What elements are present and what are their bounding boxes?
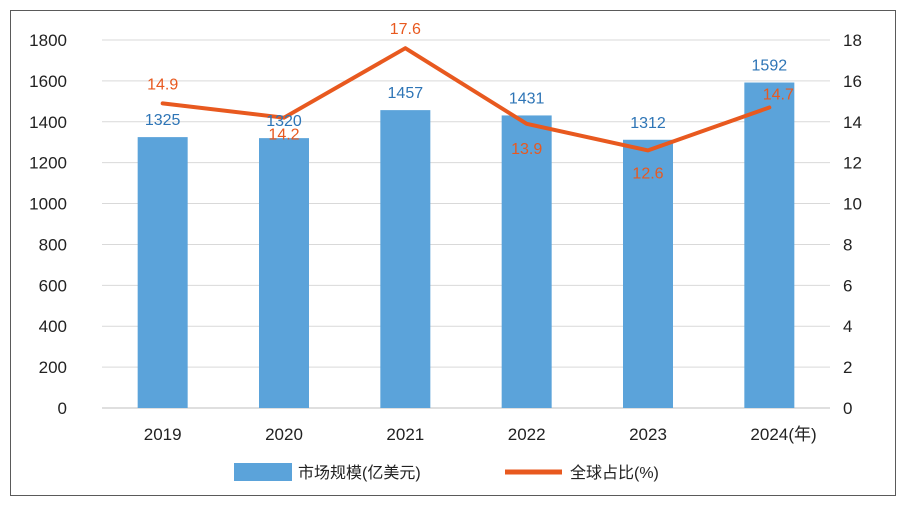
bar-data-label: 1457 [388, 85, 424, 102]
legend-label-line: 全球占比(%) [570, 464, 659, 482]
y-left-tick-label: 600 [39, 276, 67, 295]
bar [380, 110, 431, 408]
y-left-tick-label: 1200 [29, 154, 67, 173]
y-left-tick-label: 1600 [29, 72, 67, 91]
line-data-label: 13.9 [511, 141, 542, 158]
x-axis-unit: (年) [788, 425, 816, 444]
y-right-tick-label: 14 [843, 113, 862, 132]
bar-data-label: 1431 [509, 90, 545, 107]
bar-data-label: 1592 [752, 58, 788, 75]
line-data-label: 14.2 [268, 127, 299, 144]
line-data-label: 17.6 [390, 21, 421, 38]
bar [259, 138, 309, 408]
y-right-tick-label: 16 [843, 72, 862, 91]
y-left-tick-label: 400 [39, 317, 67, 336]
y-left-tick-label: 1800 [29, 31, 67, 50]
y-left-tick-label: 0 [58, 399, 67, 418]
y-right-tick-label: 12 [843, 154, 862, 173]
x-tick-label: 2019 [144, 425, 182, 444]
y-left-tick-label: 1000 [29, 195, 67, 214]
y-right-tick-label: 4 [843, 317, 852, 336]
y-right-tick-label: 0 [843, 399, 852, 418]
line-data-label: 14.7 [763, 86, 794, 103]
bar-data-label: 1325 [145, 112, 181, 129]
bar [744, 82, 795, 408]
x-tick-label: 2024 [750, 425, 788, 444]
x-tick-label: 2022 [508, 425, 546, 444]
bar-data-label: 1312 [630, 115, 666, 132]
x-tick-label: 2020 [265, 425, 303, 444]
line-data-label: 14.9 [147, 76, 178, 93]
y-right-tick-label: 10 [843, 195, 862, 214]
y-left-tick-label: 200 [39, 358, 67, 377]
legend-label-bars: 市场规模(亿美元) [298, 464, 421, 482]
y-right-tick-label: 18 [843, 31, 862, 50]
bar [501, 115, 552, 408]
bar-data-label: 1320 [266, 113, 302, 130]
y-left-tick-label: 800 [39, 235, 67, 254]
y-right-tick-label: 2 [843, 358, 852, 377]
x-tick-label: 2021 [386, 425, 424, 444]
bar [137, 137, 188, 408]
x-tick-label: 2023 [629, 425, 667, 444]
y-right-tick-label: 8 [843, 235, 852, 254]
y-right-tick-label: 6 [843, 276, 852, 295]
line-data-label: 12.6 [632, 165, 663, 182]
bar [623, 139, 673, 408]
line-series [160, 46, 772, 153]
legend-swatch-bars [234, 463, 292, 481]
y-left-tick-label: 1400 [29, 113, 67, 132]
